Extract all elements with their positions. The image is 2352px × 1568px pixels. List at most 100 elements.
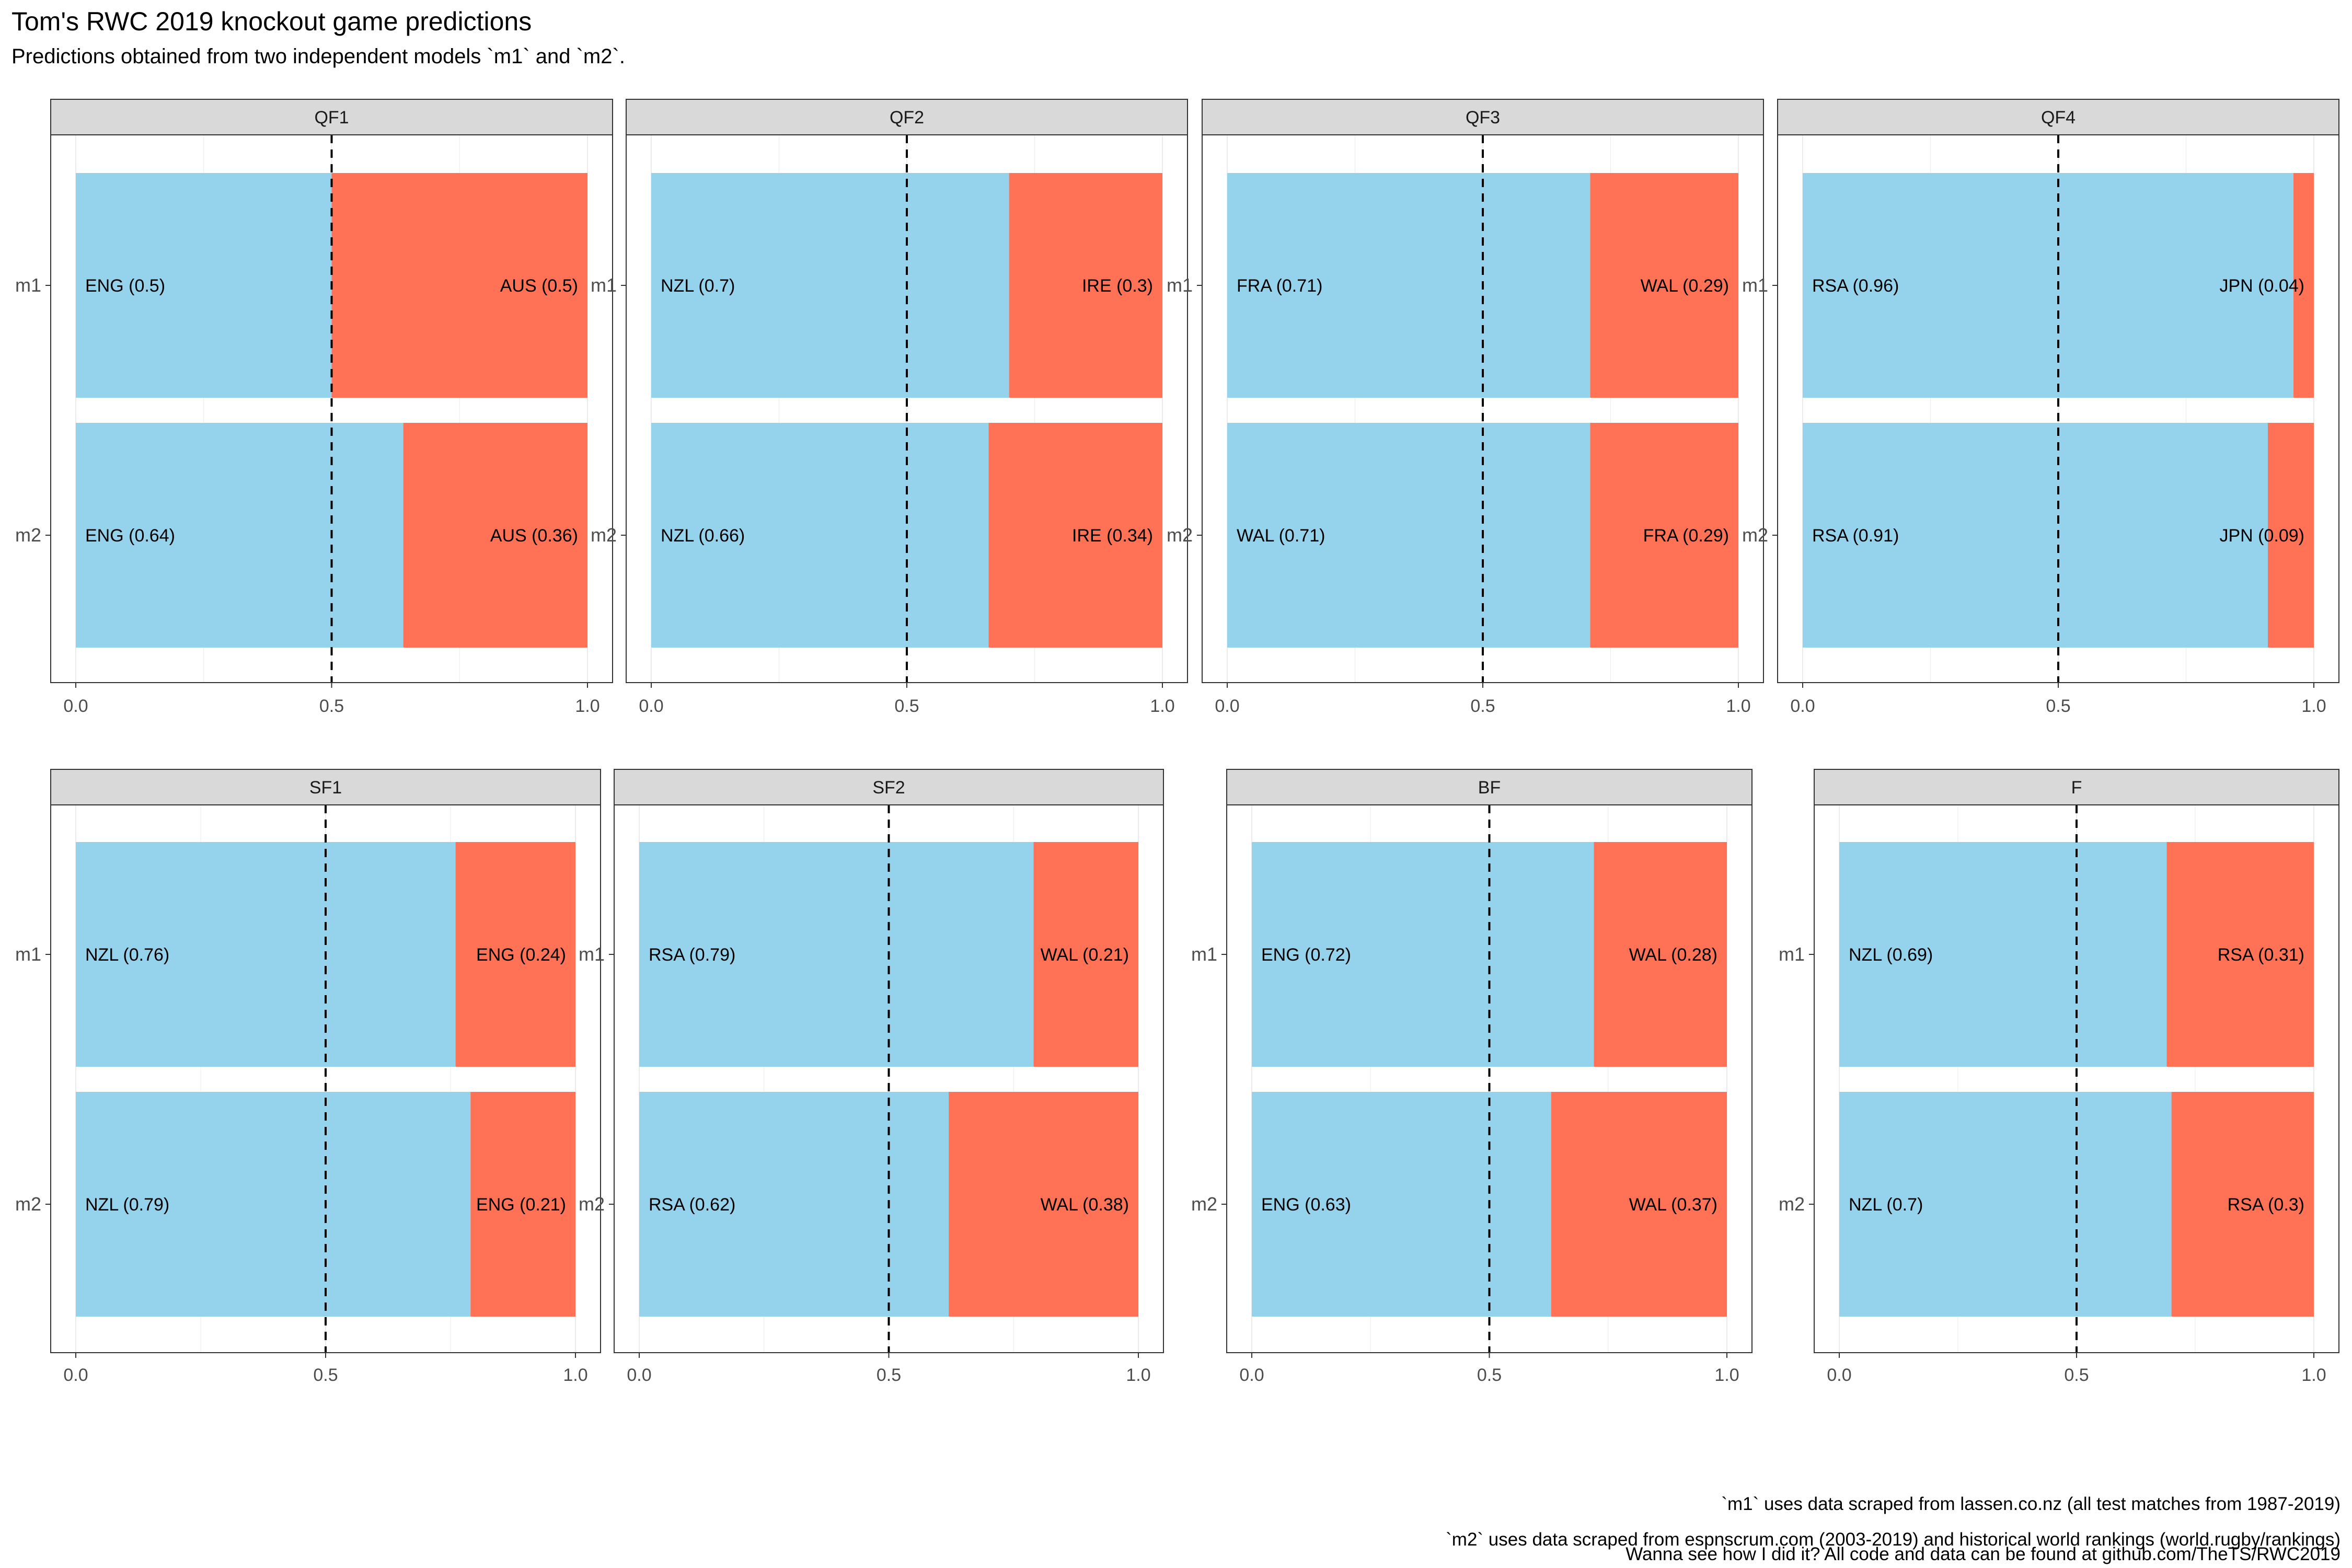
y-axis-label-m1: m1	[1167, 274, 1193, 296]
bar-m1-left	[1839, 842, 2167, 1067]
facet-strip-label: SF2	[872, 778, 905, 798]
x-tick-label: 1.0	[1714, 1365, 1739, 1385]
y-axis-label-m1: m1	[579, 943, 605, 965]
bar-m2-right	[1551, 1092, 1727, 1317]
bar-m1-left	[1252, 842, 1594, 1067]
data-label-right: WAL (0.21)	[1041, 945, 1129, 965]
x-tick-label: 1.0	[563, 1365, 587, 1385]
data-label-left: NZL (0.69)	[1849, 945, 1933, 965]
x-tick-label: 0.0	[1790, 696, 1815, 716]
x-tick-label: 0.0	[1239, 1365, 1264, 1385]
chart-subtitle: Predictions obtained from two independen…	[11, 45, 625, 68]
y-axis-label-m1: m1	[1779, 943, 1805, 965]
facet-strip	[614, 769, 1164, 805]
bar-m2-right	[403, 423, 587, 648]
x-tick-label: 0.0	[1827, 1365, 1851, 1385]
bar-m2-left	[639, 1092, 949, 1317]
y-axis-label-m2: m2	[1779, 1193, 1805, 1215]
facet-qf1: QF1 ENG (0.5) AUS (0.5) m1 ENG (0.64) AUS (0.…	[15, 99, 613, 716]
bar-m2-left	[1227, 423, 1590, 648]
x-tick-label: 0.5	[319, 696, 344, 716]
caption-m2-source: `m2` uses data scraped from espnscrum.co…	[1446, 1529, 2341, 1550]
bar-m2-left	[76, 423, 403, 648]
x-tick-label: 1.0	[1726, 696, 1750, 716]
caption-m1-source: `m1` uses data scraped from lassen.co.nz…	[1721, 1494, 2341, 1514]
data-label-left: RSA (0.91)	[1812, 526, 1899, 546]
x-tick-label: 0.5	[1470, 696, 1495, 716]
facet-qf3: QF3 FRA (0.71) WAL (0.29) m1 WAL (0.71) FRA (…	[1167, 99, 1764, 716]
x-tick-label: 0.5	[877, 1365, 901, 1385]
data-label-left: NZL (0.7)	[1849, 1195, 1923, 1215]
facet-qf4: QF4 RSA (0.96) JPN (0.04) m1 RSA (0.91) JPN (…	[1742, 99, 2339, 716]
x-tick-label: 0.5	[2064, 1365, 2089, 1385]
facet-sf1: SF1 NZL (0.76) ENG (0.24) m1 NZL (0.79) ENG (…	[15, 769, 601, 1385]
bar-m2-left	[651, 423, 989, 648]
data-label-right: RSA (0.3)	[2228, 1195, 2304, 1215]
x-tick-label: 1.0	[1126, 1365, 1150, 1385]
x-tick-label: 0.5	[313, 1365, 338, 1385]
facet-strip	[1226, 769, 1753, 805]
data-label-left: NZL (0.76)	[85, 945, 169, 965]
data-label-right: JPN (0.09)	[2220, 526, 2305, 546]
facet-strip-label: QF4	[2041, 108, 2076, 128]
bar-m2-right	[2171, 1092, 2314, 1317]
bar-m1-right	[1033, 842, 1138, 1067]
bar-m2-right	[470, 1092, 575, 1317]
x-tick-label: 0.0	[627, 1365, 651, 1385]
data-label-right: IRE (0.3)	[1082, 276, 1153, 296]
x-tick-label: 1.0	[1150, 696, 1174, 716]
x-tick-label: 0.0	[63, 696, 88, 716]
y-axis-label-m1: m1	[591, 274, 617, 296]
bar-m2-left	[1803, 423, 2268, 648]
data-label-left: NZL (0.7)	[661, 276, 735, 296]
facet-strip	[1814, 769, 2339, 805]
caption-code-link: Wanna see how I did it? All code and dat…	[1625, 1544, 2341, 1564]
bar-m1-right	[1590, 173, 1738, 398]
data-label-right: FRA (0.29)	[1643, 526, 1729, 546]
facet-strip-label: QF1	[314, 108, 349, 128]
chart-title: Tom's RWC 2019 knockout game predictions	[11, 7, 532, 36]
data-label-right: RSA (0.31)	[2218, 945, 2304, 965]
data-label-right: ENG (0.21)	[476, 1195, 566, 1215]
x-tick-label: 0.5	[2046, 696, 2070, 716]
x-tick-label: 1.0	[2301, 1365, 2326, 1385]
facet-f: F NZL (0.69) RSA (0.31) m1 NZL (0.7) RSA (0.3…	[1779, 769, 2339, 1385]
bar-m1-left	[639, 842, 1034, 1067]
data-label-left: FRA (0.71)	[1237, 276, 1322, 296]
bar-m1-right	[1009, 173, 1162, 398]
facet-bf: BF ENG (0.72) WAL (0.28) m1 ENG (0.63) WAL (0…	[1191, 769, 1753, 1385]
bar-m1-left	[76, 173, 332, 398]
bar-m1-left	[651, 173, 1009, 398]
data-label-right: IRE (0.34)	[1072, 526, 1153, 546]
bar-m1-right	[2166, 842, 2314, 1067]
bar-m2-left	[76, 1092, 471, 1317]
y-axis-label-m2: m2	[579, 1193, 605, 1215]
x-tick-label: 0.5	[894, 696, 919, 716]
facet-strip	[626, 99, 1188, 135]
data-label-left: ENG (0.72)	[1261, 945, 1351, 965]
y-axis-label-m1: m1	[1742, 274, 1768, 296]
bar-m2-right	[988, 423, 1162, 648]
data-label-right: ENG (0.24)	[476, 945, 566, 965]
y-axis-label-m2: m2	[15, 1193, 41, 1215]
y-axis-label-m2: m2	[1167, 524, 1193, 546]
y-axis-label-m2: m2	[1742, 524, 1768, 546]
data-label-left: NZL (0.66)	[661, 526, 745, 546]
data-label-right: AUS (0.36)	[490, 526, 578, 546]
bar-m1-left	[1803, 173, 2293, 398]
bar-m1-right	[331, 173, 587, 398]
x-tick-label: 1.0	[2301, 696, 2326, 716]
y-axis-label-m1: m1	[15, 274, 41, 296]
bar-m1-right	[1594, 842, 1727, 1067]
x-tick-label: 0.0	[639, 696, 663, 716]
data-label-right: WAL (0.29)	[1641, 276, 1729, 296]
data-label-right: WAL (0.37)	[1629, 1195, 1717, 1215]
bar-m1-right	[455, 842, 575, 1067]
y-axis-label-m1: m1	[1191, 943, 1217, 965]
data-label-left: ENG (0.64)	[85, 526, 175, 546]
y-axis-label-m2: m2	[591, 524, 617, 546]
facet-strip	[50, 769, 601, 805]
x-tick-label: 1.0	[575, 696, 599, 716]
data-label-left: NZL (0.79)	[85, 1195, 169, 1215]
